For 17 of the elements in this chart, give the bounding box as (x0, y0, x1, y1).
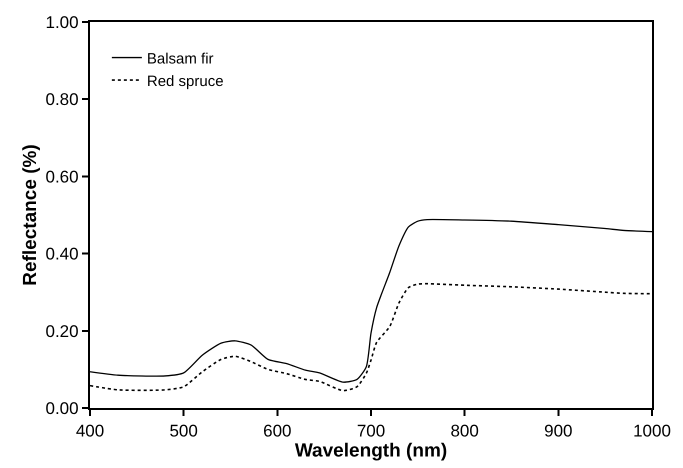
x-tick-label: 800 (450, 421, 479, 440)
y-tick-label: 1.00 (46, 12, 79, 32)
y-tick-label: 0.80 (46, 90, 79, 110)
x-tick-label: 500 (169, 421, 198, 440)
y-tick-label: 0.20 (46, 322, 79, 341)
x-tick-label: 600 (263, 421, 292, 440)
y-tick-label: 0.40 (46, 244, 79, 264)
x-axis-title: Wavelength (nm) (294, 440, 448, 462)
y-tick-label: 0.00 (46, 398, 79, 418)
x-tick-label: 1000 (633, 421, 671, 440)
x-tick-label: 700 (356, 421, 386, 440)
legend-label: Balsam fir (146, 50, 214, 68)
x-tick-label: 400 (76, 421, 104, 440)
x-tick-label: 900 (544, 421, 573, 440)
y-tick-label: 0.60 (46, 167, 79, 186)
y-axis-title: Reflectance (%) (20, 144, 41, 286)
legend-label: Red spruce (146, 72, 224, 90)
